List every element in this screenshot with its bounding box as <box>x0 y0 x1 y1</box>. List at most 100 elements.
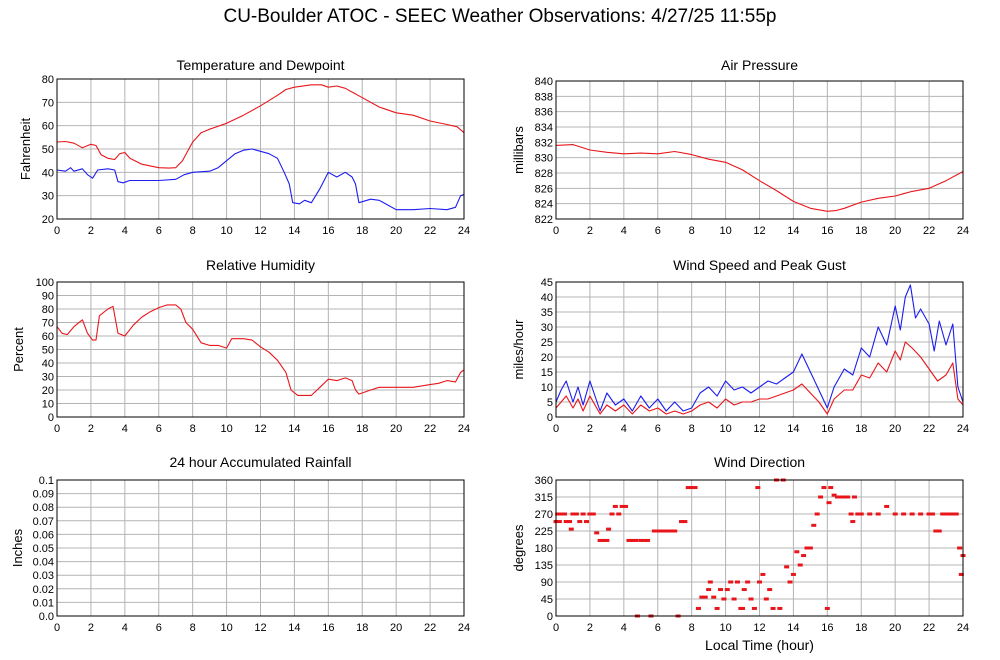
data-point <box>855 512 861 516</box>
data-point <box>561 512 567 516</box>
series-line-red <box>555 341 964 415</box>
x-tick-label: 10 <box>719 622 731 634</box>
y-tick-label: 0 <box>547 412 553 424</box>
x-tick-label: 16 <box>821 225 833 237</box>
x-tick-label: 0 <box>553 423 559 435</box>
data-point <box>633 538 639 542</box>
y-tick-label: 830 <box>535 153 553 165</box>
data-point <box>682 520 688 524</box>
x-tick-label: 8 <box>190 225 196 237</box>
data-point <box>717 588 723 592</box>
x-tick-label: 16 <box>821 423 833 435</box>
y-tick-label: 45 <box>541 594 553 606</box>
x-tick-label: 12 <box>753 622 765 634</box>
y-tick-label: 822 <box>535 214 553 226</box>
y-tick-label: 0.0 <box>39 611 54 623</box>
data-point <box>567 520 573 524</box>
data-point <box>699 595 705 599</box>
x-tick-label: 6 <box>156 423 162 435</box>
y-tick-label: 840 <box>535 76 553 88</box>
x-tick-label: 12 <box>753 423 765 435</box>
data-point <box>555 512 561 516</box>
data-point <box>957 546 963 550</box>
x-tick-label: 6 <box>655 423 661 435</box>
y-tick-label: 90 <box>541 577 553 589</box>
data-point <box>629 538 635 542</box>
series-line-red <box>56 84 465 169</box>
y-tick-label: 30 <box>42 372 54 384</box>
data-point <box>767 588 773 592</box>
data-point <box>950 512 956 516</box>
x-tick-label: 20 <box>390 622 402 634</box>
data-point <box>851 495 857 499</box>
chart-title: Wind Speed and Peak Gust <box>673 257 846 273</box>
data-point <box>933 529 939 533</box>
y-tick-label: 20 <box>42 214 54 226</box>
y-tick-label: 0.03 <box>33 570 54 582</box>
x-tick-label: 18 <box>855 225 867 237</box>
data-point <box>597 538 603 542</box>
plot-frame <box>56 281 465 418</box>
y-tick-label: 832 <box>535 137 553 149</box>
data-point <box>841 495 847 499</box>
x-tick-label: 12 <box>753 225 765 237</box>
data-point <box>662 529 668 533</box>
x-tick-label: 4 <box>122 423 128 435</box>
data-point <box>757 580 762 584</box>
x-tick-label: 24 <box>957 225 969 237</box>
y-tick-label: 40 <box>541 292 553 304</box>
data-point <box>594 531 600 535</box>
data-point <box>584 520 590 524</box>
x-tick-label: 2 <box>88 423 94 435</box>
x-tick-label: 0 <box>54 622 60 634</box>
data-point <box>958 572 964 576</box>
x-tick-label: 14 <box>288 622 300 634</box>
y-tick-label: 60 <box>42 121 54 133</box>
x-tick-label: 4 <box>621 622 627 634</box>
y-tick-label: 834 <box>535 122 553 134</box>
y-tick-label: 20 <box>541 352 553 364</box>
data-point <box>626 538 632 542</box>
x-tick-label: 22 <box>923 423 935 435</box>
x-tick-label: 22 <box>424 225 436 237</box>
y-tick-label: 5 <box>547 397 553 409</box>
data-point <box>755 486 761 490</box>
x-tick-label: 20 <box>390 225 402 237</box>
data-point <box>814 512 820 516</box>
data-point <box>568 527 574 531</box>
data-point <box>580 512 586 516</box>
x-tick-label: 16 <box>322 423 334 435</box>
y-tick-label: 0.07 <box>33 516 54 528</box>
y-tick-label: 40 <box>42 167 54 179</box>
data-point <box>751 606 757 610</box>
y-tick-label: 10 <box>541 382 553 394</box>
x-tick-label: 12 <box>254 423 266 435</box>
y-axis-label: Percent <box>11 327 26 372</box>
x-tick-label: 6 <box>655 225 661 237</box>
data-point <box>740 606 746 610</box>
x-tick-label: 20 <box>889 225 901 237</box>
x-tick-label: 8 <box>190 622 196 634</box>
data-point <box>790 572 796 576</box>
data-point <box>731 597 737 601</box>
x-tick-label: 6 <box>156 622 162 634</box>
data-point <box>763 597 769 601</box>
x-tick-label: 16 <box>821 622 833 634</box>
data-point <box>784 565 790 569</box>
data-point <box>665 529 671 533</box>
x-tick-label: 2 <box>587 622 593 634</box>
y-tick-label: 60 <box>42 331 54 343</box>
y-axis-label: Fahrenheit <box>18 118 33 181</box>
y-tick-label: 70 <box>42 318 54 330</box>
data-point <box>678 520 684 524</box>
y-tick-label: 0.02 <box>33 584 54 596</box>
x-tick-label: 14 <box>787 622 799 634</box>
x-tick-label: 20 <box>889 423 901 435</box>
x-tick-label: 2 <box>88 225 94 237</box>
data-point <box>692 486 698 490</box>
y-tick-label: 80 <box>42 304 54 316</box>
x-tick-label: 20 <box>889 622 901 634</box>
x-tick-label: 24 <box>957 423 969 435</box>
